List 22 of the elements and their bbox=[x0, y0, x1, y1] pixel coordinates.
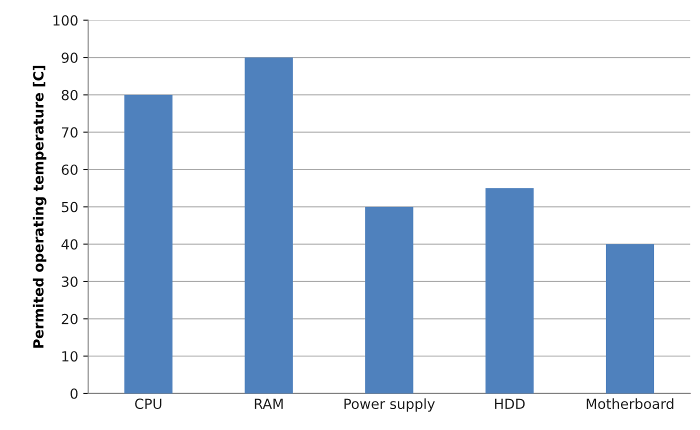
x-tick-label: CPU bbox=[135, 398, 162, 410]
y-tick-label: 20 bbox=[62, 314, 78, 324]
bar bbox=[606, 244, 654, 394]
x-tick-label: Power supply bbox=[344, 398, 435, 412]
y-tick-label: 100 bbox=[53, 15, 78, 26]
x-tick-label: Motherboard bbox=[586, 398, 674, 410]
y-tick-label: 30 bbox=[62, 276, 78, 287]
y-tick-label: 80 bbox=[62, 90, 78, 100]
y-tick-label: 0 bbox=[70, 388, 78, 399]
y-tick-label: 70 bbox=[62, 127, 78, 138]
y-tick-label: 50 bbox=[62, 202, 78, 212]
y-tick-label: 10 bbox=[62, 351, 78, 362]
y-tick-label: 90 bbox=[62, 52, 78, 64]
y-tick-label: 60 bbox=[62, 164, 78, 175]
x-tick-label: RAM bbox=[254, 398, 283, 409]
x-tick-label: HDD bbox=[495, 398, 525, 409]
y-tick-label: 40 bbox=[61, 239, 78, 250]
bar bbox=[244, 58, 293, 394]
y-axis-title: Permited operating temperature [C] bbox=[32, 66, 46, 348]
bar bbox=[124, 94, 172, 394]
bar bbox=[365, 206, 414, 394]
bar bbox=[486, 188, 534, 394]
